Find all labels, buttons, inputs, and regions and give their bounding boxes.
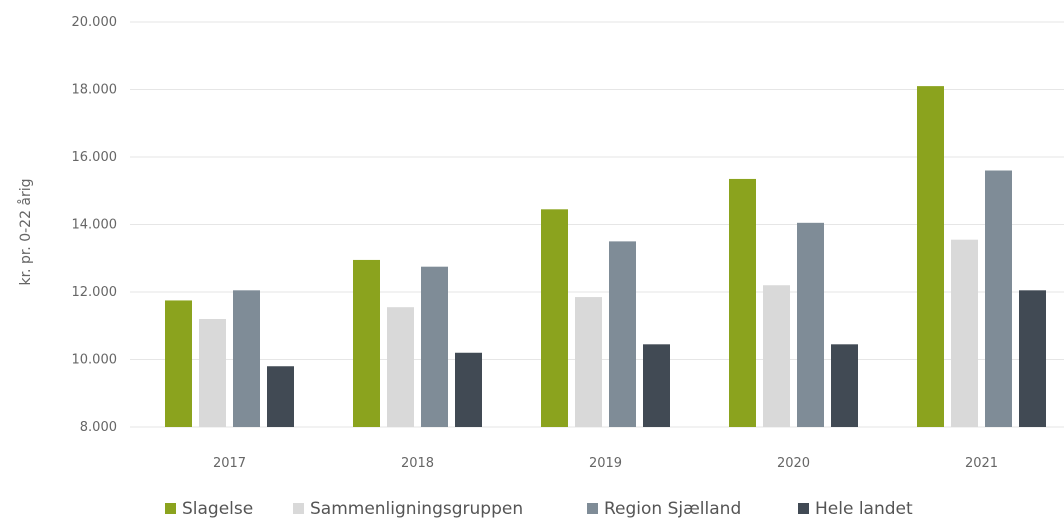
bar-sammenligningsgruppen-2021 bbox=[951, 239, 978, 427]
y-tick-label: 16.000 bbox=[72, 150, 118, 165]
y-tick-label: 20.000 bbox=[72, 15, 118, 30]
bar-region-sj-lland-2019 bbox=[609, 241, 636, 427]
y-tick-label: 10.000 bbox=[72, 353, 118, 368]
bar-sammenligningsgruppen-2017 bbox=[199, 319, 226, 427]
bar-sammenligningsgruppen-2019 bbox=[575, 297, 602, 427]
bar-slagelse-2018 bbox=[353, 259, 380, 427]
legend-label: Region Sjælland bbox=[604, 499, 741, 519]
bar-hele-landet-2020 bbox=[831, 344, 858, 427]
y-tick-label: 14.000 bbox=[72, 218, 118, 233]
bar-hele-landet-2018 bbox=[455, 352, 482, 427]
legend-swatch bbox=[798, 503, 809, 514]
bar-slagelse-2017 bbox=[165, 300, 192, 427]
legend-label: Slagelse bbox=[182, 499, 253, 519]
y-axis-ticks: 8.000 10.000 12.000 14.000 16.000 18.000 20.00… bbox=[72, 15, 118, 435]
legend: Slagelse Sammenligningsgruppen Region Sjæl… bbox=[165, 499, 913, 519]
legend-swatch bbox=[165, 503, 176, 514]
bar-sammenligningsgruppen-2018 bbox=[387, 307, 414, 427]
bar-region-sj-lland-2017 bbox=[233, 290, 260, 427]
x-tick-label: 2021 bbox=[965, 456, 998, 471]
bar-hele-landet-2017 bbox=[267, 366, 294, 427]
legend-swatch bbox=[293, 503, 304, 514]
bar-sammenligningsgruppen-2020 bbox=[763, 285, 790, 427]
y-axis-label: kr. pr. 0-22 årig bbox=[17, 178, 34, 285]
x-axis-ticks: 2017 2018 2019 2020 2021 bbox=[213, 456, 998, 471]
bar-region-sj-lland-2018 bbox=[421, 266, 448, 427]
gridlines bbox=[130, 21, 1064, 428]
bar-slagelse-2019 bbox=[541, 209, 568, 427]
x-tick-label: 2020 bbox=[777, 456, 810, 471]
x-tick-label: 2019 bbox=[589, 456, 622, 471]
legend-label: Hele landet bbox=[815, 499, 913, 519]
legend-swatch bbox=[587, 503, 598, 514]
x-tick-label: 2018 bbox=[401, 456, 434, 471]
y-tick-label: 12.000 bbox=[72, 285, 118, 300]
bar-region-sj-lland-2021 bbox=[985, 170, 1012, 427]
legend-label: Sammenligningsgruppen bbox=[310, 499, 523, 519]
bars bbox=[165, 86, 1046, 427]
bar-slagelse-2021 bbox=[917, 86, 944, 427]
bar-hele-landet-2019 bbox=[643, 344, 670, 427]
bar-slagelse-2020 bbox=[729, 178, 756, 427]
bar-region-sj-lland-2020 bbox=[797, 222, 824, 427]
bar-hele-landet-2021 bbox=[1019, 290, 1046, 427]
y-tick-label: 8.000 bbox=[80, 420, 117, 435]
x-tick-label: 2017 bbox=[213, 456, 246, 471]
y-tick-label: 18.000 bbox=[72, 83, 118, 98]
